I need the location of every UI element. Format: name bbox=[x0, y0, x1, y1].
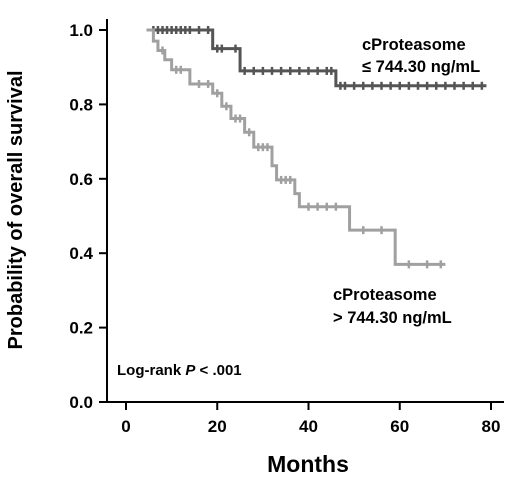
x-tick-label: 40 bbox=[299, 417, 318, 436]
series-2-line bbox=[146, 28, 446, 266]
x-axis-title: Months bbox=[267, 451, 349, 477]
series-1-label-line2: ≤ 744.30 ng/mL bbox=[362, 58, 480, 76]
y-tick-label: 1.0 bbox=[69, 21, 93, 40]
y-tick-label: 0.6 bbox=[69, 170, 93, 189]
y-tick-label: 0.0 bbox=[69, 393, 93, 412]
x-tick-label: 80 bbox=[482, 417, 501, 436]
x-tick-label: 60 bbox=[390, 417, 409, 436]
survival-curves bbox=[146, 26, 487, 269]
y-tick-label: 0.2 bbox=[69, 319, 93, 338]
logrank-suffix: < .001 bbox=[195, 362, 241, 379]
series-1-line bbox=[146, 28, 487, 88]
series-2-label-line2: > 744.30 ng/mL bbox=[333, 309, 452, 327]
x-tick-label: 20 bbox=[208, 417, 227, 436]
logrank-annotation: Log-rank P < .001 bbox=[117, 362, 242, 379]
series-1-label-line1: cProteasome bbox=[362, 36, 466, 54]
series-2-label-line1: cProteasome bbox=[333, 286, 437, 304]
logrank-p: P bbox=[185, 362, 196, 379]
y-axis-title: Probability of overall survival bbox=[5, 71, 27, 350]
logrank-prefix: Log-rank bbox=[117, 362, 185, 379]
y-tick-label: 0.4 bbox=[69, 244, 93, 263]
y-tick-label: 0.8 bbox=[69, 95, 93, 114]
x-tick-label: 0 bbox=[121, 417, 130, 436]
axis-ticks: 0 20 40 60 80 0.0 0.2 0.4 0.6 0.8 1.0 bbox=[69, 21, 500, 436]
